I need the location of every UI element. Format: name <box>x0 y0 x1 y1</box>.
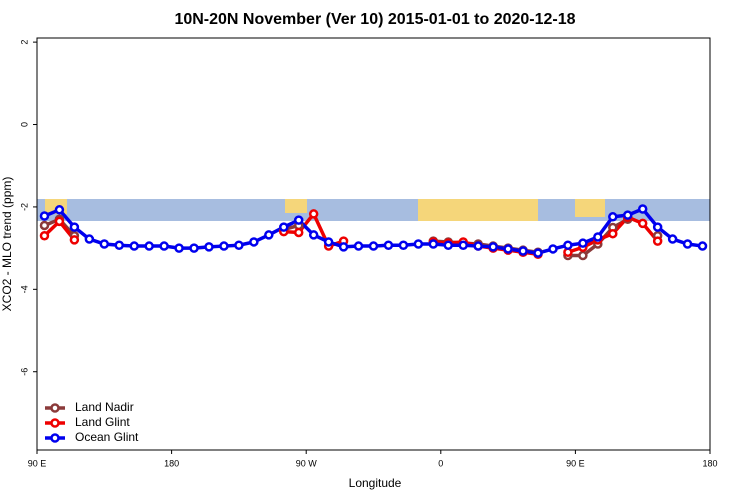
point <box>413 239 424 249</box>
point <box>578 250 588 261</box>
point <box>234 240 244 250</box>
x-tick-label: 90 W <box>296 458 318 468</box>
legend-marker <box>50 403 60 413</box>
y-tick-label: -2 <box>19 203 29 211</box>
point <box>608 228 618 239</box>
x-axis-label: Longitude <box>349 476 402 490</box>
x-tick-label: 90 E <box>566 458 585 468</box>
point <box>383 240 394 250</box>
point <box>159 241 169 251</box>
point <box>622 210 633 220</box>
legend-label: Land Glint <box>75 415 130 429</box>
point <box>563 240 573 250</box>
plot-frame <box>36 37 711 451</box>
point <box>54 216 65 227</box>
legend-label: Ocean Glint <box>75 430 139 444</box>
y-tick-label: 0 <box>19 122 29 127</box>
point <box>174 243 184 253</box>
point <box>548 244 558 254</box>
point <box>69 222 80 232</box>
point <box>114 240 125 250</box>
point <box>293 215 304 225</box>
point <box>488 242 498 252</box>
x-tick-label: 0 <box>438 458 443 468</box>
point <box>39 231 50 241</box>
point <box>39 220 50 231</box>
point <box>129 241 139 251</box>
point <box>518 246 528 256</box>
x-tick-label: 90 E <box>28 458 47 468</box>
point <box>338 242 349 252</box>
point <box>593 232 603 242</box>
point <box>264 230 274 240</box>
point <box>697 241 708 251</box>
point <box>293 227 304 238</box>
map-strip <box>37 199 710 221</box>
y-tick-label: -4 <box>19 285 29 293</box>
legend-label: Land Nadir <box>75 400 134 414</box>
point <box>637 218 648 229</box>
point <box>652 236 663 246</box>
point <box>682 239 693 249</box>
y-tick-label: -6 <box>19 368 29 376</box>
legend-marker <box>50 433 60 443</box>
point <box>308 209 319 219</box>
point <box>39 211 50 221</box>
y-tick-label: 2 <box>19 40 29 45</box>
point <box>323 237 334 247</box>
point <box>667 234 678 244</box>
point <box>54 205 65 215</box>
point <box>652 222 663 232</box>
point <box>443 240 454 250</box>
point <box>189 243 199 253</box>
point <box>249 237 259 247</box>
y-axis-label: XCO2 - MLO trend (ppm) <box>0 177 14 312</box>
legend-marker <box>50 418 60 428</box>
point <box>608 212 618 222</box>
point <box>637 204 648 214</box>
point <box>99 239 110 249</box>
point <box>204 242 214 252</box>
point <box>353 241 364 251</box>
x-tick-label: 180 <box>164 458 179 468</box>
x-tick-label: 180 <box>702 458 717 468</box>
point <box>458 240 468 250</box>
chart-title: 10N-20N November (Ver 10) 2015-01-01 to … <box>174 11 575 28</box>
point <box>219 241 229 251</box>
point <box>578 238 588 248</box>
point <box>144 241 154 251</box>
point <box>503 244 513 254</box>
point <box>308 230 319 240</box>
point <box>398 240 409 250</box>
point <box>428 239 439 249</box>
point <box>69 235 80 245</box>
point <box>533 248 543 258</box>
point <box>368 241 379 251</box>
point <box>279 222 289 232</box>
point <box>473 241 483 251</box>
point <box>84 234 95 244</box>
